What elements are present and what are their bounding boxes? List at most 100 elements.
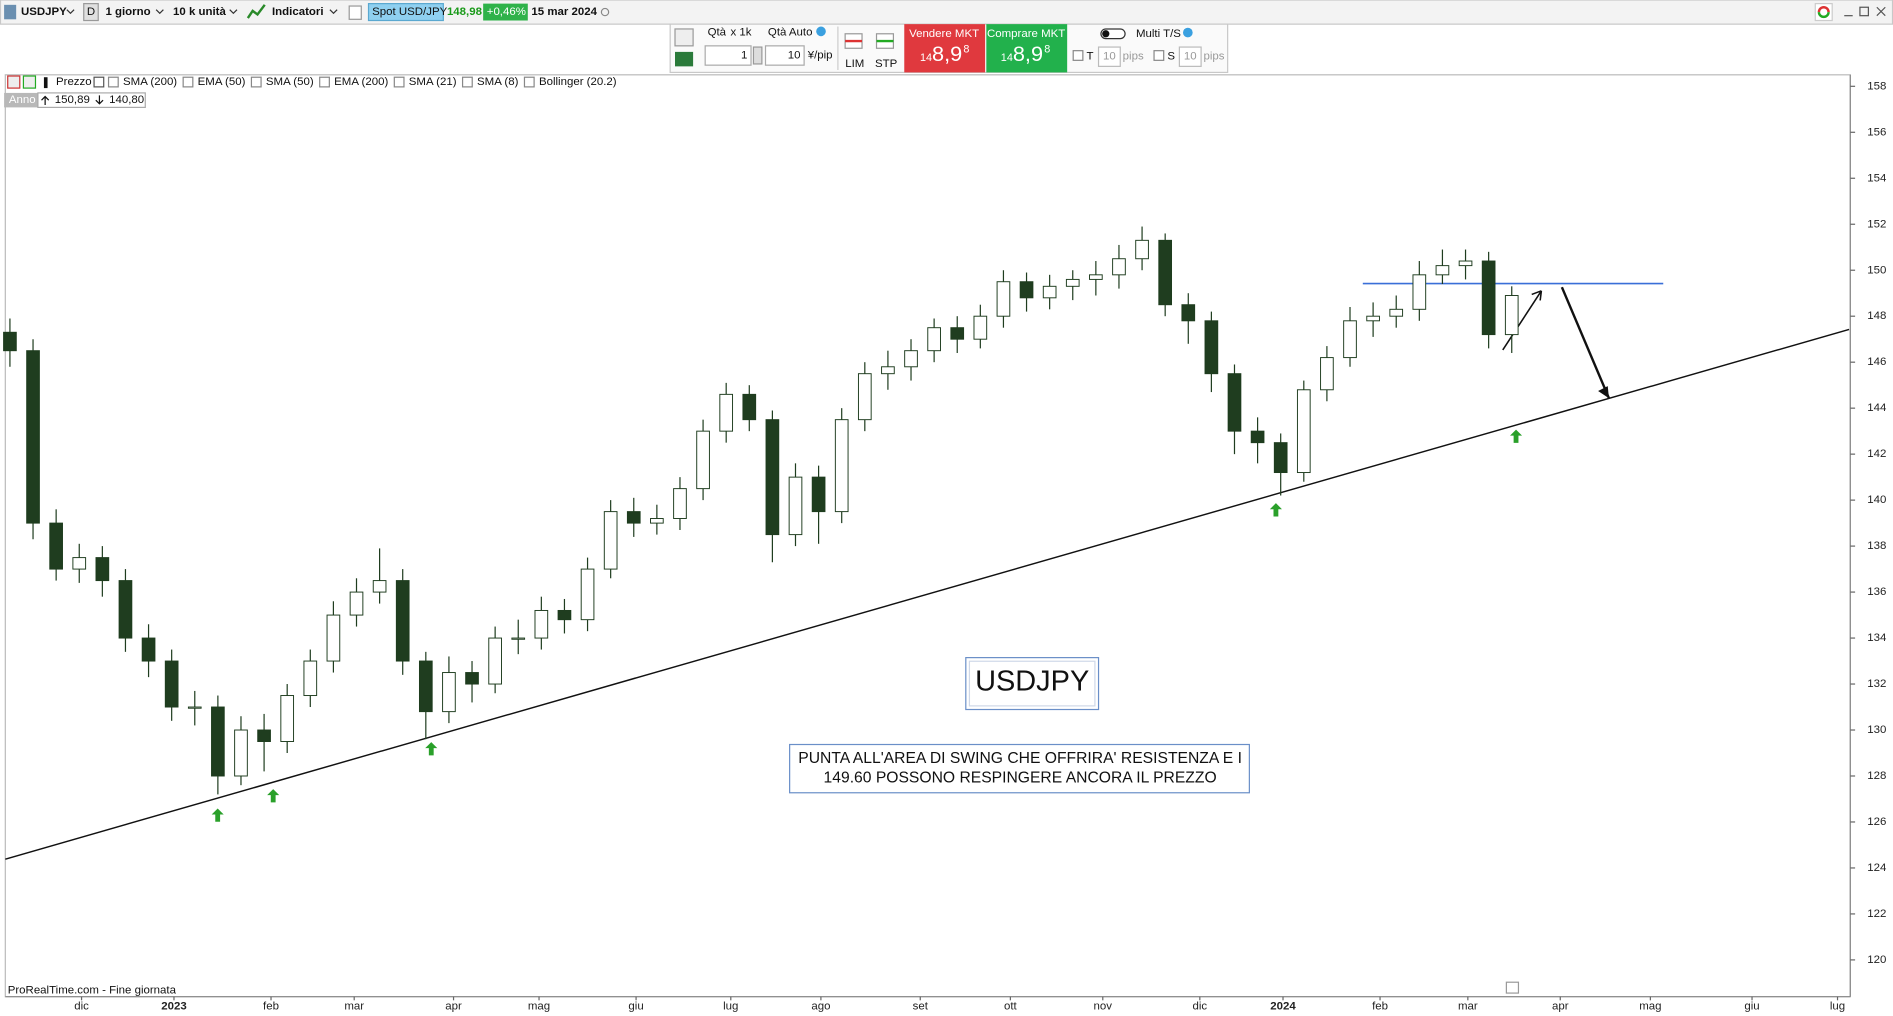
buy-button[interactable] (986, 24, 1068, 73)
sync-icon[interactable] (1817, 11, 1830, 19)
quantity[interactable]: 10 k unità (173, 6, 226, 18)
x-tick-label: feb (1372, 1000, 1388, 1012)
qty-input[interactable] (704, 45, 752, 66)
candle-body (303, 660, 318, 697)
indicator-legend: Anno 150,89 140,80 Prezzo SMA (200) EMA (5… (4, 75, 617, 108)
indicator-label[interactable]: SMA (8) (477, 76, 519, 88)
multi-label: Multi T/S (1136, 28, 1181, 40)
candle-body (1019, 281, 1034, 299)
buy-price[interactable]: 8,9 (1013, 41, 1043, 66)
t-value[interactable]: 10 (1103, 51, 1116, 63)
dropdown[interactable] (66, 9, 75, 15)
t-checkbox[interactable] (1072, 50, 1084, 61)
qty-label: Qtà (708, 27, 727, 39)
indicator-label[interactable]: SMA (21) (409, 76, 457, 88)
add-button[interactable] (22, 75, 37, 89)
sell-label[interactable]: Vendere MKT (909, 28, 979, 40)
instrument[interactable]: Spot USD/JPY (372, 6, 447, 18)
title-box (965, 657, 1100, 711)
candle-body (1158, 239, 1173, 306)
indicator-checkbox[interactable] (250, 76, 262, 88)
sell-price[interactable]: 8,9 (932, 41, 962, 66)
indicator-checkbox[interactable] (182, 76, 194, 88)
y-tick-label: 148 (1867, 310, 1886, 322)
indicator-checkbox[interactable] (523, 76, 535, 88)
sync-icon[interactable] (1817, 6, 1830, 13)
qty-mult: x 1k (731, 27, 752, 39)
timeframe[interactable]: 1 giorno (105, 6, 150, 18)
y-tick-label: 154 (1867, 172, 1887, 184)
candle-body (904, 350, 918, 368)
dropdown[interactable] (155, 9, 164, 15)
y-tick-label: 132 (1867, 678, 1886, 690)
symbol-icon[interactable] (4, 4, 17, 20)
indicator-label[interactable]: EMA (200) (334, 76, 388, 88)
help-icon[interactable] (816, 26, 826, 37)
candle-body (1296, 389, 1311, 474)
indicator-checkbox[interactable] (107, 76, 119, 88)
candle-body (1366, 315, 1380, 322)
chart-title: USDJPY (975, 666, 1089, 698)
qty-value[interactable]: 1 (741, 50, 747, 62)
pip-input[interactable] (764, 45, 805, 66)
info-button[interactable] (1505, 981, 1520, 994)
x-tick-label: ago (811, 1000, 830, 1012)
indicator-label[interactable]: SMA (200) (123, 76, 177, 88)
list-icon[interactable] (93, 76, 105, 88)
dropdown[interactable] (329, 9, 338, 15)
buy-prefix[interactable]: 14 (1001, 52, 1013, 64)
indicators[interactable]: Indicatori (272, 6, 324, 18)
stp-button[interactable]: STP (875, 58, 898, 70)
price-marker (43, 77, 48, 89)
sell-button[interactable] (904, 24, 986, 73)
indicator-checkbox[interactable] (461, 76, 473, 88)
qty-spinner[interactable] (752, 46, 763, 65)
candle-body (811, 476, 826, 513)
close[interactable] (1876, 6, 1886, 17)
indicator-label[interactable]: Prezzo (56, 76, 92, 88)
title-box-inner (968, 660, 1096, 707)
s-value[interactable]: 10 (1184, 51, 1197, 63)
candle-body (927, 327, 941, 352)
y-tick-label: 156 (1867, 126, 1886, 138)
s-input[interactable] (1178, 46, 1202, 67)
t-input[interactable] (1097, 46, 1121, 67)
candle-body (1204, 320, 1219, 375)
indicator-checkbox[interactable] (393, 76, 405, 88)
candle-body (326, 614, 341, 662)
indicators-icon[interactable] (246, 4, 266, 19)
restore[interactable] (1859, 6, 1869, 17)
candle-body (164, 660, 179, 708)
candle-body (280, 695, 295, 742)
sell-sup[interactable]: 8 (963, 43, 969, 55)
indicator-checkbox[interactable] (319, 76, 330, 88)
t-label: T (1086, 51, 1093, 63)
indicator-label[interactable]: SMA (50) (266, 76, 314, 88)
instrument-box[interactable] (367, 3, 444, 22)
status-dot (600, 7, 610, 17)
qty-auto[interactable]: Qtà Auto (768, 27, 813, 39)
dropdown[interactable] (229, 9, 238, 15)
buy-label[interactable]: Comprare MKT (987, 28, 1065, 40)
settings-button[interactable] (674, 28, 694, 47)
sell-prefix[interactable]: 14 (920, 52, 932, 64)
toggle-knob[interactable] (1102, 30, 1110, 38)
x-tick-label: dic (1193, 1000, 1208, 1012)
indicator-label[interactable]: Bollinger (20.2) (539, 76, 617, 88)
pip-value[interactable]: 10 (788, 50, 801, 62)
period-flag-box[interactable] (83, 3, 99, 22)
help-icon[interactable] (1183, 27, 1193, 38)
indicator-label[interactable]: EMA (50) (198, 76, 246, 88)
candle-body (719, 393, 734, 432)
keyboard-button[interactable] (675, 51, 694, 67)
buy-sup[interactable]: 8 (1044, 43, 1050, 55)
candle-body (234, 729, 248, 777)
period-flag[interactable]: D (87, 6, 95, 18)
y-tick-label: 138 (1867, 540, 1886, 552)
date: 15 mar 2024 (531, 6, 597, 18)
add-button[interactable] (7, 75, 21, 89)
symbol[interactable]: USDJPY (21, 6, 67, 18)
s-checkbox[interactable] (1153, 50, 1165, 61)
info-icon[interactable] (348, 5, 362, 20)
lim-button[interactable]: LIM (845, 58, 864, 70)
